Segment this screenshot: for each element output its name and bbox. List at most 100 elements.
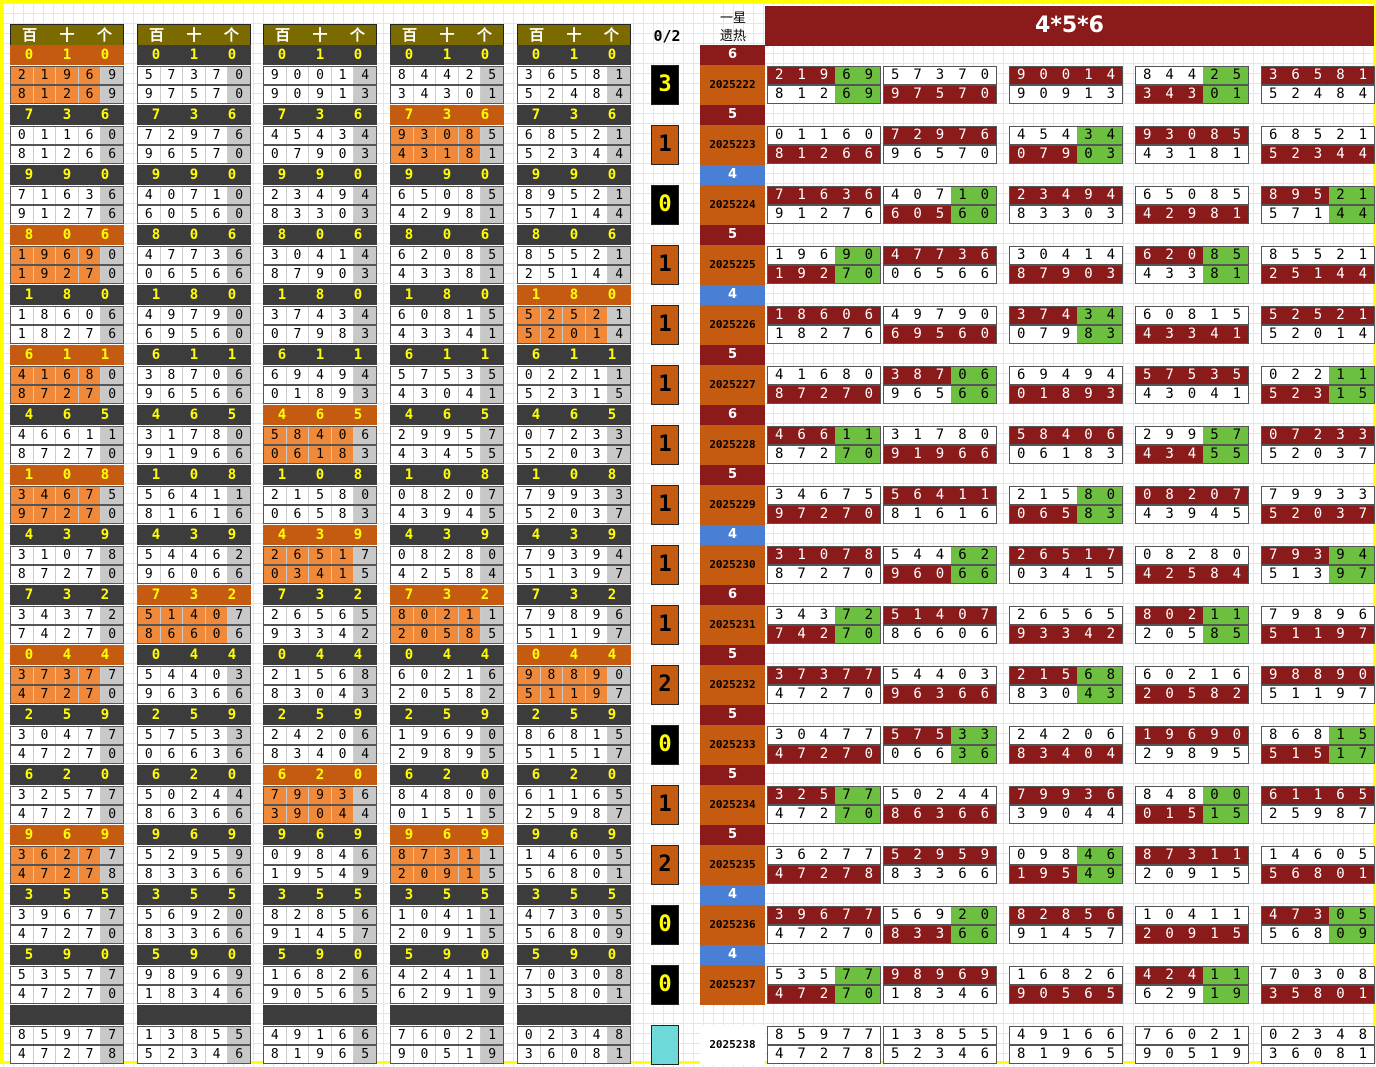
digit-cell: 4 — [332, 626, 355, 643]
digit-cell: 6 — [481, 667, 503, 684]
result-digit: 7 — [1351, 566, 1375, 583]
result-digit: 7 — [797, 446, 806, 462]
result-digit: 7 — [797, 806, 806, 822]
digit-cell: 9 — [436, 427, 459, 444]
result-digit: 3 — [935, 686, 945, 702]
result-digit: 1 — [1313, 686, 1323, 702]
result-digit: 5 — [1225, 446, 1249, 463]
digit-cell: 0 — [518, 427, 541, 444]
triple-digit: 8 — [62, 287, 72, 303]
digit-cell: 7 — [101, 727, 123, 744]
result-digit: 6 — [958, 686, 967, 702]
digit-cell: 6 — [518, 787, 541, 804]
digit-cell: 0 — [436, 386, 459, 403]
result-digit: 5 — [1232, 127, 1242, 143]
result-digit: 2 — [819, 506, 829, 522]
result-digit: 9 — [980, 847, 990, 863]
digit-cell: 6 — [206, 206, 229, 223]
digit-cell: 1 — [309, 1027, 332, 1044]
result-digit: 6 — [980, 626, 990, 642]
digit-cell: 8 — [518, 727, 541, 744]
result-digit: 6 — [819, 187, 829, 203]
result-digit: 4 — [774, 866, 784, 882]
result-digit: 3 — [913, 866, 922, 882]
digit-cell: 8 — [518, 187, 541, 204]
result-digit: 2 — [913, 847, 922, 863]
result-digit: 1 — [1232, 1027, 1242, 1043]
result-digit: 9 — [913, 307, 922, 323]
count-box — [651, 1025, 679, 1065]
result-digit: 0 — [1016, 146, 1026, 162]
result-digit: 1 — [1016, 967, 1026, 983]
digit-cell: 7 — [541, 907, 564, 924]
result-digit: 0 — [1016, 326, 1026, 342]
result-digit: 6 — [1142, 247, 1152, 263]
digit-cell: 2 — [391, 866, 414, 883]
result-digit: 5 — [1225, 247, 1249, 264]
result-digit: 9 — [797, 266, 806, 282]
result-digit: 4 — [1106, 806, 1116, 822]
triple-digit: 0 — [100, 167, 110, 183]
digit-cell: 2 — [264, 667, 287, 684]
result-digit: 7 — [797, 746, 806, 762]
triple-digit: 7 — [277, 587, 287, 603]
digit-cell: 1 — [391, 907, 414, 924]
digit-cell: 9 — [264, 986, 287, 1003]
digit-cell: 6 — [586, 787, 609, 804]
result-digit: 6 — [1336, 787, 1345, 803]
triple-digit: 1 — [277, 287, 287, 303]
header-0: 百 — [529, 26, 545, 44]
digit-cell: 5 — [309, 607, 332, 624]
result-digit: 4 — [1084, 806, 1093, 822]
result-digit: 2 — [819, 626, 829, 642]
result-digit: 8 — [1336, 1046, 1345, 1062]
result-digit: 6 — [951, 547, 974, 564]
digit-cell: 9 — [608, 926, 630, 943]
digit-cell: 4 — [309, 247, 332, 264]
digit-cell: 1 — [481, 386, 503, 403]
digit-cell: 6 — [518, 127, 541, 144]
digit-cell: 3 — [563, 967, 586, 984]
result-digit: 2 — [1291, 326, 1300, 342]
digit-cell: 6 — [79, 67, 102, 84]
digit-cell: 3 — [563, 146, 586, 163]
result-digit: 0 — [958, 626, 967, 642]
digit-cell: 5 — [183, 727, 206, 744]
result-digit: 9 — [935, 446, 945, 462]
digit-cell: 9 — [518, 667, 541, 684]
result-digit: 9 — [1336, 667, 1345, 683]
digit-cell: 5 — [518, 926, 541, 943]
result-digit: 6 — [958, 866, 967, 882]
triple-digit: 3 — [62, 587, 72, 603]
triple-digit: 5 — [100, 887, 110, 903]
digit-cell: 9 — [206, 307, 229, 324]
result-digit: 0 — [857, 806, 881, 823]
digit-cell: 3 — [183, 67, 206, 84]
digit-triple — [517, 1005, 631, 1025]
header-0: 百 — [402, 26, 418, 44]
result-digit: 1 — [797, 67, 806, 83]
result-digit: 0 — [980, 146, 990, 162]
digit-cell: 6 — [101, 187, 123, 204]
result-digit: 3 — [1099, 326, 1123, 343]
digit-cell: 5 — [183, 206, 206, 223]
result-digit: 1 — [1210, 907, 1219, 923]
result-digit: 8 — [1358, 1027, 1368, 1043]
digit-cell: 3 — [161, 866, 184, 883]
digit-cell: 6 — [161, 806, 184, 823]
result-digit: 0 — [1165, 607, 1174, 623]
result-digit: 7 — [835, 787, 858, 804]
digit-cell: 7 — [101, 667, 123, 684]
